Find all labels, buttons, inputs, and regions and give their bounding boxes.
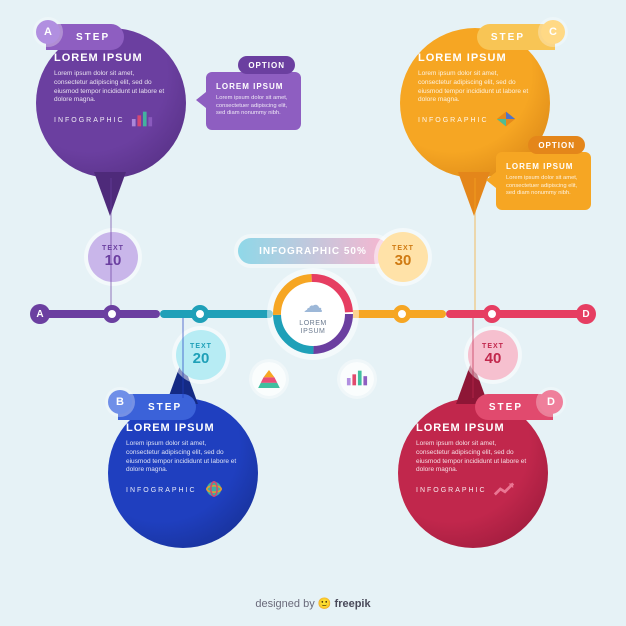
step-body: Lorem ipsum dolor sit amet, consectetur …	[126, 440, 240, 475]
connector-line	[472, 318, 474, 398]
option-title: LOREM IPSUM	[506, 162, 581, 171]
step-footer: INFOGRAPHIC	[54, 111, 168, 129]
timeline-segment	[446, 310, 586, 318]
bars-icon	[340, 362, 374, 396]
connector-line	[474, 178, 476, 310]
center-pill-badge: INFOGRAPHIC 50%	[238, 238, 388, 264]
credit-prefix: designed by	[255, 598, 317, 610]
step-body: Lorem ipsum dolor sit amet, consectetur …	[54, 70, 168, 105]
step-A: LOREM IPSUM Lorem ipsum dolor sit amet, c…	[36, 28, 201, 178]
step-title: LOREM IPSUM	[54, 52, 168, 64]
timeline-node-A	[103, 305, 121, 323]
step-letter-badge: B	[108, 390, 132, 414]
hub-ring	[273, 274, 353, 354]
mini-label: TEXT	[482, 343, 504, 350]
step-title: LOREM IPSUM	[126, 422, 240, 434]
option-box-C: OPTIONLOREM IPSUMLorem ipsum dolor sit a…	[496, 152, 591, 210]
credit-line: designed by 🙂 freepik	[0, 597, 626, 610]
mini-label: TEXT	[392, 245, 414, 252]
timeline-node-C	[393, 305, 411, 323]
timeline-endcap-A: A	[30, 304, 50, 324]
step-title: LOREM IPSUM	[416, 422, 530, 434]
sphere-icon	[203, 481, 225, 499]
mini-value: 30	[395, 252, 412, 269]
step-letter-badge: D	[539, 390, 563, 414]
step-footer: INFOGRAPHIC	[126, 481, 240, 499]
option-tab: OPTION	[528, 136, 585, 154]
center-hub: ☁ LOREMIPSUM	[273, 274, 353, 354]
option-body: Lorem ipsum dolor sit amet, consectetuer…	[506, 175, 581, 198]
timeline-segment	[40, 310, 160, 318]
diamond-icon	[495, 111, 517, 129]
mini-metric-C: TEXT30	[378, 232, 428, 282]
timeline-node-B	[191, 305, 209, 323]
option-body: Lorem ipsum dolor sit amet, consectetuer…	[216, 95, 291, 118]
step-letter-badge: A	[36, 20, 60, 44]
trend-icon	[493, 481, 515, 499]
step-D: LOREM IPSUM Lorem ipsum dolor sit amet, c…	[398, 398, 563, 548]
mini-value: 20	[193, 350, 210, 367]
center-pill-label: INFOGRAPHIC 50%	[259, 246, 367, 257]
connector-line	[182, 318, 184, 398]
mini-value: 40	[485, 350, 502, 367]
step-title: LOREM IPSUM	[418, 52, 532, 64]
step-body: Lorem ipsum dolor sit amet, consectetur …	[418, 70, 532, 105]
credit-brand: freepik	[335, 598, 371, 610]
step-footer: INFOGRAPHIC	[418, 111, 532, 129]
mini-metric-A: TEXT10	[88, 232, 138, 282]
step-body: Lorem ipsum dolor sit amet, consectetur …	[416, 440, 530, 475]
option-title: LOREM IPSUM	[216, 82, 291, 91]
option-tail	[486, 172, 496, 188]
step-letter-badge: C	[541, 20, 565, 44]
option-tail	[196, 92, 206, 108]
bars-icon	[131, 111, 153, 129]
step-B: LOREM IPSUM Lorem ipsum dolor sit amet, c…	[108, 398, 273, 548]
option-box-A: OPTIONLOREM IPSUMLorem ipsum dolor sit a…	[206, 72, 301, 130]
mini-label: TEXT	[190, 343, 212, 350]
connector-line	[110, 178, 112, 310]
pyramid-icon	[252, 362, 286, 396]
mini-label: TEXT	[102, 245, 124, 252]
timeline-endcap-D: D	[576, 304, 596, 324]
step-footer: INFOGRAPHIC	[416, 481, 530, 499]
freepik-logo-icon: 🙂	[318, 598, 335, 610]
step-circle: LOREM IPSUM Lorem ipsum dolor sit amet, c…	[108, 398, 258, 548]
timeline-node-D	[483, 305, 501, 323]
infographic-stage: A D INFOGRAPHIC 50% ☁ LOREMIPSUM LOREM IP…	[0, 0, 626, 626]
timeline-segment	[160, 310, 273, 318]
mini-value: 10	[105, 252, 122, 269]
mini-metric-D: TEXT40	[468, 330, 518, 380]
option-tab: OPTION	[238, 56, 295, 74]
step-circle: LOREM IPSUM Lorem ipsum dolor sit amet, c…	[398, 398, 548, 548]
step-circle: LOREM IPSUM Lorem ipsum dolor sit amet, c…	[36, 28, 186, 178]
